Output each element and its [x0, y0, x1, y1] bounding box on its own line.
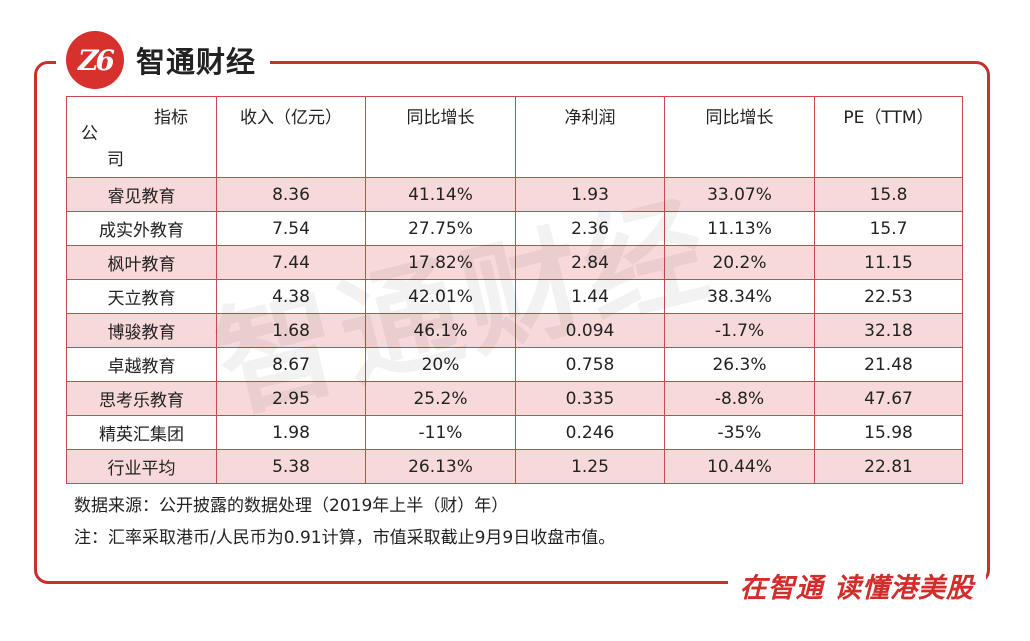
revenue-growth-cell: 20%: [365, 347, 516, 382]
corner-label-company-1: 公: [81, 124, 98, 144]
company-name: 睿见教育: [66, 177, 217, 212]
revenue-growth-cell: 26.13%: [365, 449, 516, 484]
brand-logo-icon: Z6: [66, 31, 124, 89]
revenue-growth-cell: 41.14%: [365, 177, 516, 212]
pe-cell: 15.8: [814, 177, 963, 212]
header-revenue-growth: 同比增长: [365, 96, 516, 178]
profit-growth-cell: 10.44%: [664, 449, 815, 484]
corner-label-metric: 指标: [154, 108, 188, 128]
profit-growth-cell: 20.2%: [664, 245, 815, 280]
header-net-profit: 净利润: [515, 96, 665, 178]
pe-cell: 11.15: [814, 245, 963, 280]
pe-cell: 15.7: [814, 211, 963, 246]
exchange-rate-note: 注：汇率采取港币/人民币为0.91计算，市值采取截止9月9日收盘市值。: [74, 528, 616, 548]
notes: 数据来源：公开披露的数据处理（2019年上半（财）年） 注：汇率采取港币/人民币…: [74, 490, 615, 554]
brand-name: 智通财经: [136, 45, 257, 79]
revenue-cell: 1.98: [216, 415, 366, 450]
table-row: 精英汇集团 1.98 -11% 0.246 -35% 15.98: [66, 415, 963, 450]
profit-cell: 0.758: [515, 347, 665, 382]
table-row: 卓越教育 8.67 20% 0.758 26.3% 21.48: [66, 347, 963, 382]
revenue-growth-cell: 17.82%: [365, 245, 516, 280]
header-pe: PE（TTM）: [814, 96, 963, 178]
revenue-cell: 5.38: [216, 449, 366, 484]
table-row: 思考乐教育 2.95 25.2% 0.335 -8.8% 47.67: [66, 381, 963, 416]
profit-growth-cell: 33.07%: [664, 177, 815, 212]
company-name: 精英汇集团: [66, 415, 217, 450]
revenue-cell: 4.38: [216, 279, 366, 314]
table-header-row: 指标 公 司 收入（亿元） 同比增长 净利润 同比增长 PE（TTM）: [66, 96, 963, 178]
revenue-growth-cell: 27.75%: [365, 211, 516, 246]
pe-cell: 32.18: [814, 313, 963, 348]
pe-cell: 47.67: [814, 381, 963, 416]
header-revenue: 收入（亿元）: [216, 96, 366, 178]
company-name: 枫叶教育: [66, 245, 217, 280]
profit-cell: 1.25: [515, 449, 665, 484]
profit-cell: 0.094: [515, 313, 665, 348]
pe-cell: 21.48: [814, 347, 963, 382]
revenue-cell: 8.36: [216, 177, 366, 212]
pe-cell: 22.53: [814, 279, 963, 314]
brand-header: Z6 智通财经: [56, 26, 271, 94]
footer-slogan: 在智通 读懂港美股: [727, 566, 986, 605]
revenue-cell: 8.67: [216, 347, 366, 382]
profit-growth-cell: 38.34%: [664, 279, 815, 314]
profit-cell: 1.93: [515, 177, 665, 212]
profit-cell: 0.335: [515, 381, 665, 416]
pe-cell: 15.98: [814, 415, 963, 450]
company-name: 天立教育: [66, 279, 217, 314]
table-row: 睿见教育 8.36 41.14% 1.93 33.07% 15.8: [66, 177, 963, 212]
table-row-average: 行业平均 5.38 26.13% 1.25 10.44% 22.81: [66, 449, 963, 484]
company-name: 卓越教育: [66, 347, 217, 382]
header-profit-growth: 同比增长: [664, 96, 815, 178]
revenue-cell: 7.54: [216, 211, 366, 246]
table-row: 博骏教育 1.68 46.1% 0.094 -1.7% 32.18: [66, 313, 963, 348]
profit-cell: 0.246: [515, 415, 665, 450]
company-name: 行业平均: [66, 449, 217, 484]
education-comparison-table: 指标 公 司 收入（亿元） 同比增长 净利润 同比增长 PE（TTM） 睿见教育…: [66, 96, 963, 484]
company-name: 博骏教育: [66, 313, 217, 348]
pe-cell: 22.81: [814, 449, 963, 484]
profit-growth-cell: -1.7%: [664, 313, 815, 348]
revenue-growth-cell: -11%: [365, 415, 516, 450]
profit-growth-cell: -8.8%: [664, 381, 815, 416]
revenue-growth-cell: 42.01%: [365, 279, 516, 314]
company-name: 思考乐教育: [66, 381, 217, 416]
company-name: 成实外教育: [66, 211, 217, 246]
profit-growth-cell: -35%: [664, 415, 815, 450]
revenue-cell: 7.44: [216, 245, 366, 280]
profit-growth-cell: 26.3%: [664, 347, 815, 382]
table-row: 成实外教育 7.54 27.75% 2.36 11.13% 15.7: [66, 211, 963, 246]
corner-label-company-2: 司: [107, 150, 124, 170]
content-frame: [34, 61, 990, 584]
corner-header: 指标 公 司: [66, 96, 217, 178]
data-source-note: 数据来源：公开披露的数据处理（2019年上半（财）年）: [74, 496, 509, 516]
